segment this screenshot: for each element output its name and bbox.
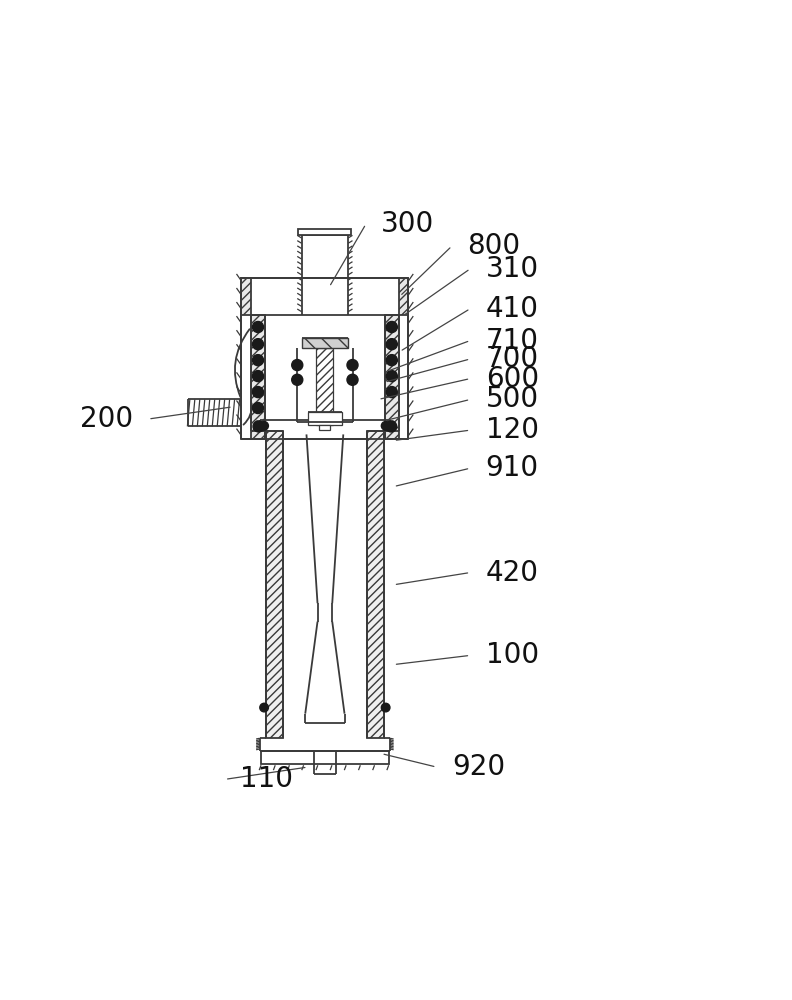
Polygon shape <box>242 278 409 439</box>
Circle shape <box>386 371 398 382</box>
Text: 410: 410 <box>485 295 539 323</box>
Circle shape <box>253 387 264 398</box>
Circle shape <box>382 703 390 712</box>
Text: 120: 120 <box>485 416 539 444</box>
Bar <box>308 412 342 425</box>
Text: 910: 910 <box>485 454 539 482</box>
Circle shape <box>253 339 264 350</box>
Bar <box>261 751 389 764</box>
Polygon shape <box>266 431 284 738</box>
Polygon shape <box>367 431 384 738</box>
Circle shape <box>260 422 268 430</box>
Circle shape <box>291 360 303 371</box>
Text: 100: 100 <box>485 641 539 669</box>
Text: 200: 200 <box>80 405 133 433</box>
Text: 710: 710 <box>485 327 539 355</box>
Circle shape <box>386 387 398 398</box>
Polygon shape <box>251 315 265 439</box>
Circle shape <box>253 371 264 382</box>
Circle shape <box>347 374 358 385</box>
Bar <box>302 338 348 348</box>
Text: 800: 800 <box>467 232 520 260</box>
Circle shape <box>291 374 303 385</box>
Polygon shape <box>316 348 333 425</box>
Circle shape <box>386 321 398 333</box>
Circle shape <box>253 321 264 333</box>
Circle shape <box>253 421 264 432</box>
Circle shape <box>260 703 268 712</box>
Bar <box>299 229 352 235</box>
Polygon shape <box>385 315 398 439</box>
Circle shape <box>347 360 358 371</box>
Text: 310: 310 <box>485 255 539 283</box>
Circle shape <box>253 355 264 366</box>
Polygon shape <box>398 278 409 315</box>
Text: 500: 500 <box>485 385 539 413</box>
Circle shape <box>386 421 397 432</box>
Circle shape <box>382 422 390 430</box>
Bar <box>319 425 330 430</box>
Text: 920: 920 <box>452 753 505 781</box>
Text: 420: 420 <box>485 559 539 587</box>
Text: 700: 700 <box>485 345 539 373</box>
Circle shape <box>253 402 264 414</box>
Circle shape <box>386 339 398 350</box>
Text: 110: 110 <box>240 765 293 793</box>
Polygon shape <box>242 278 251 315</box>
Text: 300: 300 <box>382 210 435 238</box>
Circle shape <box>386 355 398 366</box>
Text: 600: 600 <box>485 365 539 393</box>
